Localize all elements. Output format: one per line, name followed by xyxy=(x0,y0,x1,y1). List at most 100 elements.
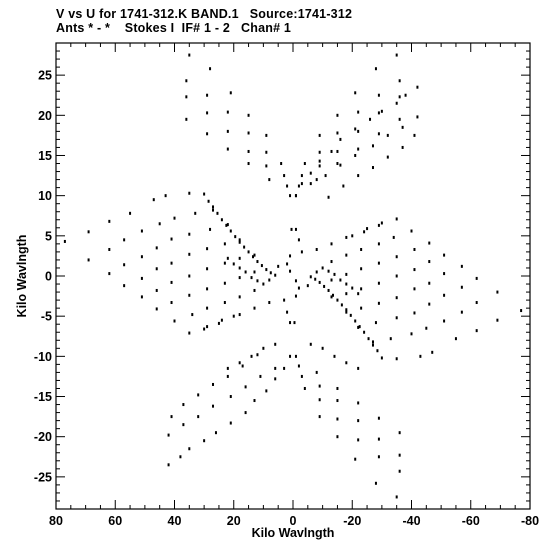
uv-point xyxy=(226,147,229,151)
uv-point xyxy=(443,293,446,297)
uv-point xyxy=(374,321,377,325)
uv-point xyxy=(309,342,312,346)
uv-point xyxy=(300,182,303,186)
uv-point xyxy=(238,276,241,280)
uv-point xyxy=(253,306,256,310)
uv-point xyxy=(226,366,229,370)
uv-point xyxy=(203,439,206,443)
uv-point xyxy=(217,321,220,325)
uv-point xyxy=(306,284,309,288)
uv-point xyxy=(129,211,132,215)
uv-point xyxy=(185,95,188,99)
uv-point xyxy=(191,313,194,317)
uv-point xyxy=(206,287,209,291)
uv-point xyxy=(395,495,398,499)
uv-point xyxy=(428,241,431,245)
y-tick-label: -15 xyxy=(34,390,52,404)
uv-point xyxy=(377,111,380,115)
uv-point xyxy=(318,398,321,402)
uv-point xyxy=(87,230,90,234)
uv-point xyxy=(167,433,170,437)
uv-point xyxy=(330,149,333,153)
uv-point xyxy=(188,274,191,278)
uv-point xyxy=(87,258,90,262)
uv-point xyxy=(354,319,357,323)
uv-point xyxy=(300,374,303,378)
uv-point xyxy=(293,321,296,325)
uv-point xyxy=(294,294,297,298)
uv-point xyxy=(289,354,292,358)
uv-point xyxy=(336,298,339,302)
uv-point xyxy=(395,53,398,57)
uv-point xyxy=(377,455,380,459)
uv-point xyxy=(360,247,363,251)
uv-point xyxy=(336,113,339,117)
uv-point xyxy=(366,227,369,231)
uv-point xyxy=(294,194,297,198)
uv-point xyxy=(300,174,303,178)
uv-point xyxy=(206,325,209,329)
uv-point xyxy=(253,288,256,292)
x-tick-label: 80 xyxy=(49,514,63,528)
x-tick-label: -20 xyxy=(343,514,361,528)
uv-point xyxy=(321,266,324,270)
uv-point xyxy=(232,262,235,266)
uv-point xyxy=(357,401,360,405)
uv-point xyxy=(226,223,229,227)
uv-point xyxy=(333,272,336,276)
uv-point xyxy=(357,325,360,329)
uv-point xyxy=(247,149,250,153)
uv-point xyxy=(274,377,277,381)
uv-point xyxy=(203,192,206,196)
uv-point xyxy=(244,411,247,415)
uv-point xyxy=(238,238,241,242)
uv-point xyxy=(223,242,226,246)
uv-point xyxy=(389,337,392,341)
uv-point xyxy=(274,366,277,370)
uv-point xyxy=(212,208,215,212)
uv-point xyxy=(214,431,217,435)
uv-point xyxy=(223,281,226,285)
uv-point xyxy=(374,67,377,71)
y-tick-labels: 25 20 15 10 5 0 -5 -10 -15 -20 -25 xyxy=(34,69,52,485)
uv-point xyxy=(206,247,209,251)
uv-point xyxy=(260,264,263,268)
uv-point xyxy=(155,246,158,250)
uv-point xyxy=(170,280,173,284)
uv-point xyxy=(283,298,286,302)
uv-point xyxy=(395,217,398,221)
uv-point xyxy=(431,350,434,354)
uv-point xyxy=(318,384,321,388)
uv-point xyxy=(170,415,173,419)
uv-point xyxy=(229,229,232,233)
uv-point xyxy=(460,264,463,268)
uv-point xyxy=(496,318,499,322)
plot-subtitle: Ants * - * Stokes I IF# 1 - 2 Chan# 1 xyxy=(56,21,292,35)
uv-point xyxy=(170,237,173,241)
uv-point xyxy=(250,354,253,358)
uv-point xyxy=(229,91,232,95)
uv-point xyxy=(212,205,215,209)
uv-point xyxy=(300,250,303,254)
uv-point xyxy=(315,247,318,251)
uv-point xyxy=(238,361,241,365)
uv-point xyxy=(367,337,370,341)
uv-point xyxy=(357,129,360,133)
uv-point xyxy=(354,91,357,95)
uv-point xyxy=(398,431,401,435)
uv-point xyxy=(395,316,398,320)
uv-point xyxy=(351,286,354,290)
uv-point xyxy=(297,286,300,290)
uv-point xyxy=(336,435,339,439)
uv-point xyxy=(289,269,292,273)
uv-point xyxy=(274,273,277,277)
uv-point xyxy=(340,303,343,307)
uv-point xyxy=(324,174,327,178)
uv-point xyxy=(244,270,247,274)
uv-point xyxy=(398,95,401,99)
uv-point xyxy=(220,218,223,222)
uv-point xyxy=(179,455,182,459)
uv-point xyxy=(386,133,389,137)
uv-point xyxy=(265,389,268,393)
